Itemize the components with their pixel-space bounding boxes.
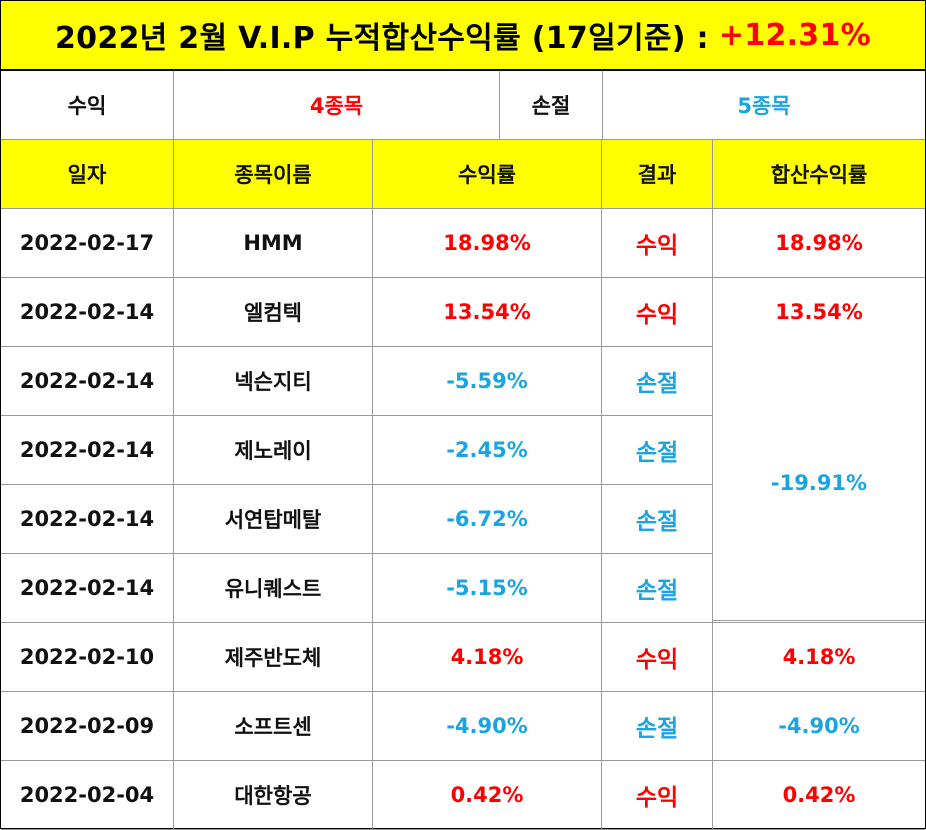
- cell-result: 수익: [602, 761, 713, 830]
- table-row: 2022-02-14 서연탑메탈 -6.72% 손절: [1, 485, 925, 554]
- cell-date: 2022-02-14: [1, 416, 174, 485]
- header-rate: 수익률: [373, 140, 602, 209]
- cell-stock-name: 엘컴텍: [174, 278, 373, 347]
- loss-label: 손절: [500, 71, 603, 140]
- header-result: 결과: [602, 140, 713, 209]
- cell-date: 2022-02-17: [1, 209, 174, 278]
- cell-return-rate: -5.15%: [373, 554, 602, 623]
- cell-result: 손절: [602, 347, 713, 416]
- cell-result: 손절: [602, 416, 713, 485]
- cell-stock-name: 제주반도체: [174, 623, 373, 692]
- cell-stock-name: 대한항공: [174, 761, 373, 830]
- cell-stock-name: 소프트센: [174, 692, 373, 761]
- cell-result: 수익: [602, 278, 713, 347]
- table-row: 2022-02-04 대한항공 0.42% 수익 0.42%: [1, 761, 925, 830]
- table-row: 2022-02-10 제주반도체 4.18% 수익 4.18%: [1, 623, 925, 692]
- table-row: 2022-02-14 제노레이 -2.45% 손절: [1, 416, 925, 485]
- cell-stock-name: 서연탑메탈: [174, 485, 373, 554]
- cell-result: 손절: [602, 485, 713, 554]
- cell-date: 2022-02-14: [1, 485, 174, 554]
- table-row: 2022-02-17 HMM 18.98% 수익 18.98%: [1, 209, 925, 278]
- cell-stock-name: 제노레이: [174, 416, 373, 485]
- cell-stock-name: 넥슨지티: [174, 347, 373, 416]
- cell-sum: [713, 554, 925, 623]
- cell-date: 2022-02-14: [1, 278, 174, 347]
- cell-return-rate: -6.72%: [373, 485, 602, 554]
- cell-return-rate: 13.54%: [373, 278, 602, 347]
- cell-result: 손절: [602, 692, 713, 761]
- profit-label: 수익: [1, 71, 174, 140]
- cell-date: 2022-02-14: [1, 347, 174, 416]
- cell-result: 손절: [602, 554, 713, 623]
- cell-return-rate: -4.90%: [373, 692, 602, 761]
- cell-date: 2022-02-04: [1, 761, 174, 830]
- cell-result: 수익: [602, 209, 713, 278]
- cell-stock-name: 유니퀘스트: [174, 554, 373, 623]
- loss-count: 5종목: [603, 71, 925, 140]
- header-row: 일자 종목이름 수익률 결과 합산수익률: [1, 140, 925, 209]
- cell-return-rate: 0.42%: [373, 761, 602, 830]
- table-row: 2022-02-09 소프트센 -4.90% 손절 -4.90%: [1, 692, 925, 761]
- table-row: 2022-02-14 엘컴텍 13.54% 수익 13.54%: [1, 278, 925, 347]
- merged-sum-cell: -19.91%: [713, 346, 925, 621]
- cell-sum: 13.54%: [713, 278, 925, 347]
- total-return: +12.31%: [718, 17, 872, 53]
- table-row: 2022-02-14 넥슨지티 -5.59% 손절: [1, 347, 925, 416]
- table-row: 2022-02-14 유니퀘스트 -5.15% 손절: [1, 554, 925, 623]
- cell-sum: 18.98%: [713, 209, 925, 278]
- table-title: 2022년 2월 V.I.P 누적합산수익률 (17일기준) : +12.31%: [1, 1, 925, 71]
- header-date: 일자: [1, 140, 174, 209]
- cell-stock-name: HMM: [174, 209, 373, 278]
- title-text: 2022년 2월 V.I.P 누적합산수익률 (17일기준) :: [54, 21, 709, 56]
- cell-return-rate: -5.59%: [373, 347, 602, 416]
- header-sum: 합산수익률: [713, 140, 925, 209]
- cell-sum: 4.18%: [713, 623, 925, 692]
- cell-return-rate: 4.18%: [373, 623, 602, 692]
- cell-date: 2022-02-09: [1, 692, 174, 761]
- cell-return-rate: -2.45%: [373, 416, 602, 485]
- cell-result: 수익: [602, 623, 713, 692]
- header-name: 종목이름: [174, 140, 373, 209]
- profit-count: 4종목: [174, 71, 500, 140]
- cell-sum: -4.90%: [713, 692, 925, 761]
- cell-date: 2022-02-14: [1, 554, 174, 623]
- cell-date: 2022-02-10: [1, 623, 174, 692]
- cell-return-rate: 18.98%: [373, 209, 602, 278]
- summary-row: 수익 4종목 손절 5종목: [1, 71, 925, 140]
- cell-sum: 0.42%: [713, 761, 925, 830]
